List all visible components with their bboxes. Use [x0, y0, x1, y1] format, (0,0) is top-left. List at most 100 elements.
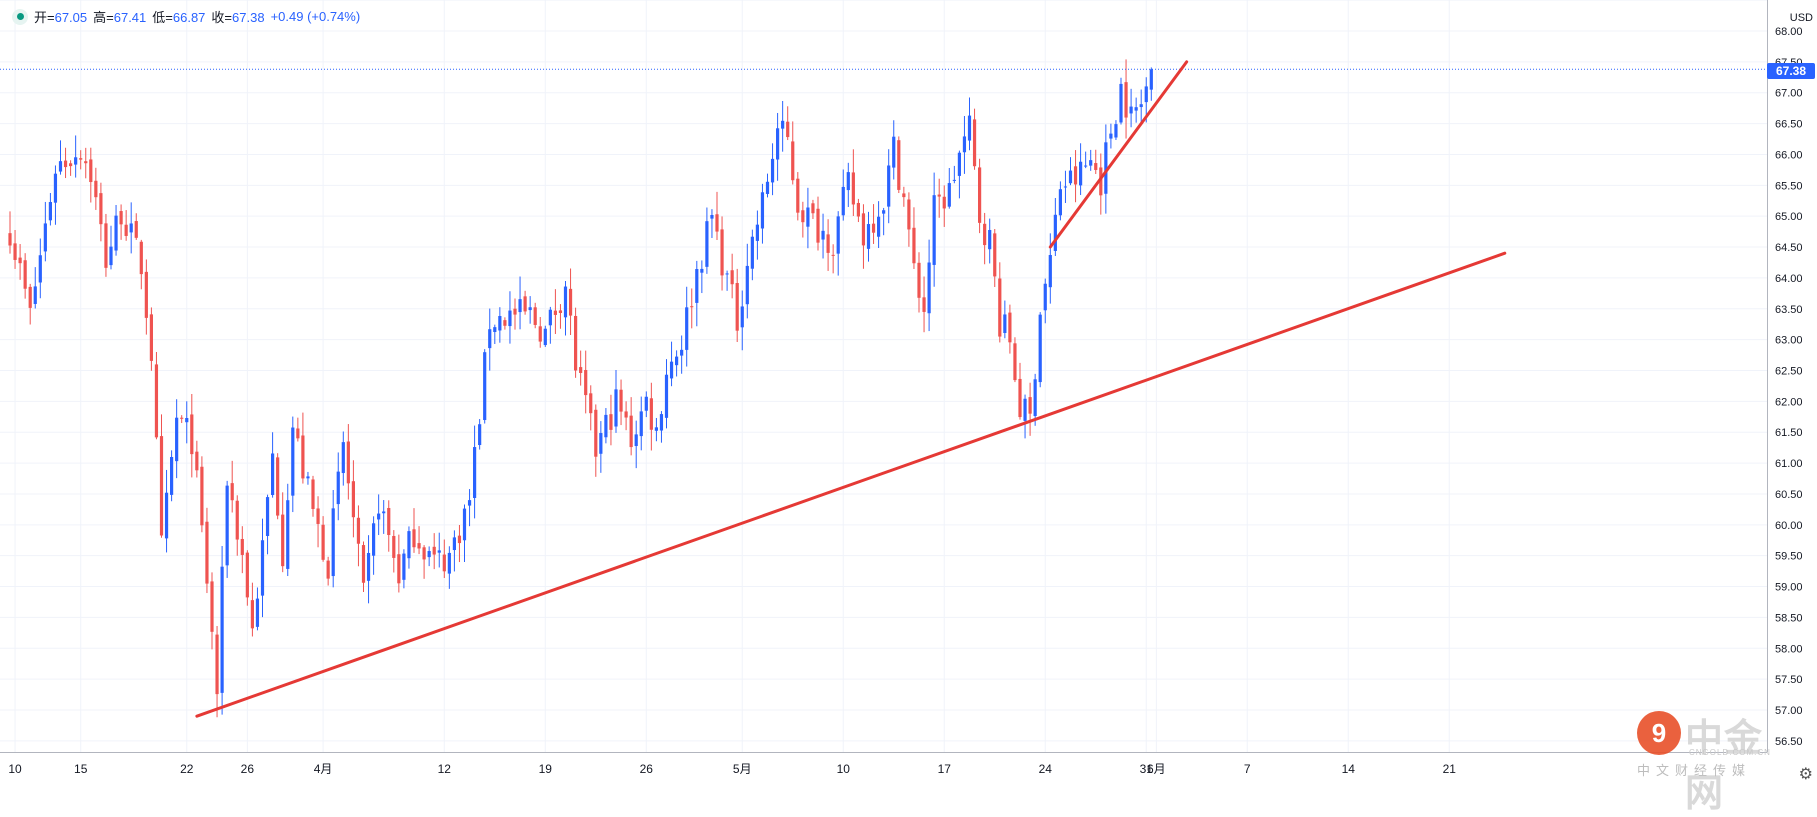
candle-body [589, 393, 593, 414]
candle-body [1033, 379, 1037, 417]
candle-body [488, 329, 492, 349]
candle-body [871, 223, 876, 233]
candle-body [1068, 170, 1073, 184]
candle-body [255, 598, 260, 627]
candle-body [695, 269, 699, 303]
candle-body [659, 414, 664, 431]
time-tick-label: 15 [74, 762, 88, 776]
price-chart[interactable]: 68.0067.5067.0066.5066.0065.5065.0064.50… [0, 0, 1817, 788]
candle-body [1073, 166, 1078, 185]
candle-body [366, 552, 371, 581]
candle-body [584, 370, 588, 396]
candle-body [972, 119, 977, 167]
candle-body [341, 442, 345, 474]
candle-body [447, 552, 451, 574]
candle-body [705, 221, 709, 267]
candle-body [1084, 165, 1088, 167]
candle-body [452, 537, 456, 551]
candle-body [442, 554, 446, 572]
candle-body [1013, 343, 1017, 381]
candle-body [306, 476, 310, 479]
candle-body [669, 361, 674, 379]
candle-body [568, 288, 573, 316]
candle-body [912, 227, 916, 264]
watermark-logo-icon: 9 [1637, 711, 1681, 755]
candle-body [38, 255, 42, 283]
candle-body [594, 409, 598, 457]
time-tick-label: 12 [438, 762, 452, 776]
price-tick-label: 61.00 [1775, 458, 1803, 470]
candle-body [230, 483, 234, 501]
candle-body [548, 309, 552, 326]
candle-body [866, 224, 871, 249]
candle-body [675, 356, 679, 366]
price-tick-label: 63.50 [1775, 304, 1803, 316]
candle-body [543, 328, 547, 346]
candle-body [134, 221, 138, 238]
candle-body [553, 310, 557, 315]
candle-body [462, 508, 467, 541]
candle-body [629, 415, 633, 448]
candle-body [402, 553, 406, 580]
time-tick-label: 6月 [1147, 762, 1166, 776]
candle-body [765, 181, 770, 194]
candle-body [63, 160, 68, 168]
candle-body [700, 268, 704, 273]
candle-body [265, 497, 270, 536]
candle-body [897, 140, 901, 190]
candle-body [1079, 161, 1083, 186]
candle-body [69, 163, 73, 167]
candle-body [1089, 160, 1093, 166]
candle-body [210, 581, 214, 632]
time-tick-label: 22 [180, 762, 194, 776]
candle-body [937, 194, 941, 197]
candle-body [377, 513, 381, 520]
candle-body [225, 485, 229, 566]
price-tick-label: 58.00 [1775, 643, 1803, 655]
candle-body [791, 141, 795, 181]
candle-body [99, 193, 103, 225]
candle-body [422, 547, 426, 560]
candle-body [624, 411, 628, 418]
candle-body [387, 508, 391, 536]
legend-change: +0.49 (+0.74%) [270, 9, 361, 24]
time-tick-label: 5月 [733, 762, 752, 776]
candle-body [356, 517, 361, 544]
price-tick-label: 59.50 [1775, 551, 1803, 563]
candle-body [614, 389, 618, 427]
candle-body [947, 183, 951, 207]
candle-body [58, 161, 63, 172]
time-tick-label: 24 [1039, 762, 1053, 776]
candle-body [361, 545, 366, 583]
candle-body [1149, 69, 1153, 90]
candle-body [139, 241, 143, 275]
candle-body [644, 396, 648, 411]
candle-body [755, 224, 759, 241]
candle-body [1048, 255, 1052, 288]
candle-body [922, 297, 926, 312]
settings-gear-icon[interactable]: ⚙ [1798, 766, 1813, 783]
candle-body [786, 121, 790, 138]
candle-body [84, 161, 88, 164]
legend-high: 高=67.41 [93, 10, 147, 25]
watermark-tagline: 中文财经传媒 [1637, 763, 1752, 778]
time-tick-label: 4月 [314, 762, 333, 776]
candle-body [291, 427, 295, 496]
candle-body [1094, 163, 1098, 170]
candle-body [392, 535, 396, 558]
candle-body [240, 538, 244, 555]
candle-body [574, 315, 578, 371]
candle-body [109, 246, 113, 266]
candle-body [8, 233, 12, 246]
candle-body [250, 600, 254, 629]
candle-body [311, 479, 315, 509]
price-tick-label: 61.50 [1775, 427, 1803, 439]
price-tick-label: 59.00 [1775, 582, 1803, 594]
candle-body [952, 179, 956, 181]
candle-body [841, 186, 845, 216]
candle-body [1038, 314, 1042, 383]
candle-body [467, 500, 472, 506]
candle-body [962, 136, 967, 153]
candle-body [801, 210, 805, 223]
candle-body [1119, 83, 1123, 123]
